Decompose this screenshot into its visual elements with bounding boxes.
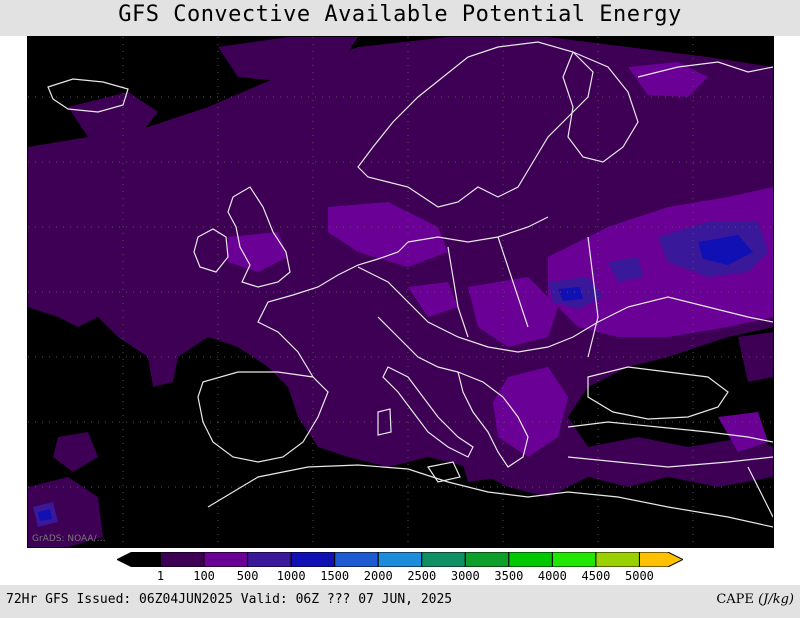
colorbar-segment	[638, 552, 683, 567]
colorbar-tick-label: 500	[236, 569, 259, 583]
colorbar-segment	[247, 552, 292, 567]
variable-unit: (J/kg)	[758, 592, 794, 607]
issue-info: 72Hr GFS Issued: 06Z04JUN2025 Valid: 06Z…	[6, 592, 453, 607]
cape-map: GrADS: NOAA/…	[27, 36, 774, 548]
colorbar-tick-label: 1000	[276, 569, 306, 583]
colorbar-segment	[595, 552, 640, 567]
colorbar-segment	[464, 552, 510, 567]
colorbar-tick-label: 3000	[450, 569, 480, 583]
map-title: GFS Convective Available Potential Energ…	[118, 2, 682, 27]
map-canvas: GrADS: NOAA/…	[28, 37, 773, 547]
colorbar-tick-label: 1500	[320, 569, 350, 583]
coastlines	[47, 41, 773, 528]
colorbar-segment	[160, 552, 205, 567]
colorbar-segment	[117, 552, 162, 567]
colorbar-tick-label: 4000	[537, 569, 567, 583]
variable-label: CAPE (J/kg)	[716, 592, 794, 607]
colorbar-segment	[377, 552, 423, 567]
colorbar-segment	[203, 552, 249, 567]
cape-field-low	[28, 37, 773, 547]
colorbar-labels: 1 100 500 1000 1500 2000 2500 3000 3500 4000 4500 5…	[0, 569, 800, 585]
colorbar-tick-label: 2500	[407, 569, 437, 583]
cape-field-peak	[38, 235, 753, 521]
colorbar-tick-label: 1	[156, 569, 165, 583]
colorbar-segment	[421, 552, 466, 567]
footer-bar: 72Hr GFS Issued: 06Z04JUN2025 Valid: 06Z…	[0, 585, 800, 618]
title-bar: GFS Convective Available Potential Energ…	[0, 0, 800, 36]
colorbar-segment	[551, 552, 597, 567]
colorbar-tick-label: 2000	[363, 569, 393, 583]
grads-credit: GrADS: NOAA/…	[32, 534, 106, 544]
colorbar-segment	[334, 552, 379, 567]
colorbar-tick-label: 5000	[625, 569, 654, 583]
colorbar-tick-label: 3500	[494, 569, 524, 583]
variable-name: CAPE	[716, 592, 754, 607]
colorbar	[117, 552, 683, 567]
colorbar-segment	[508, 552, 553, 567]
latlon-grid	[28, 37, 773, 547]
colorbar-tick-label: 100	[193, 569, 215, 583]
colorbar-tick-label: 4500	[581, 569, 611, 583]
colorbar-segment	[290, 552, 336, 567]
